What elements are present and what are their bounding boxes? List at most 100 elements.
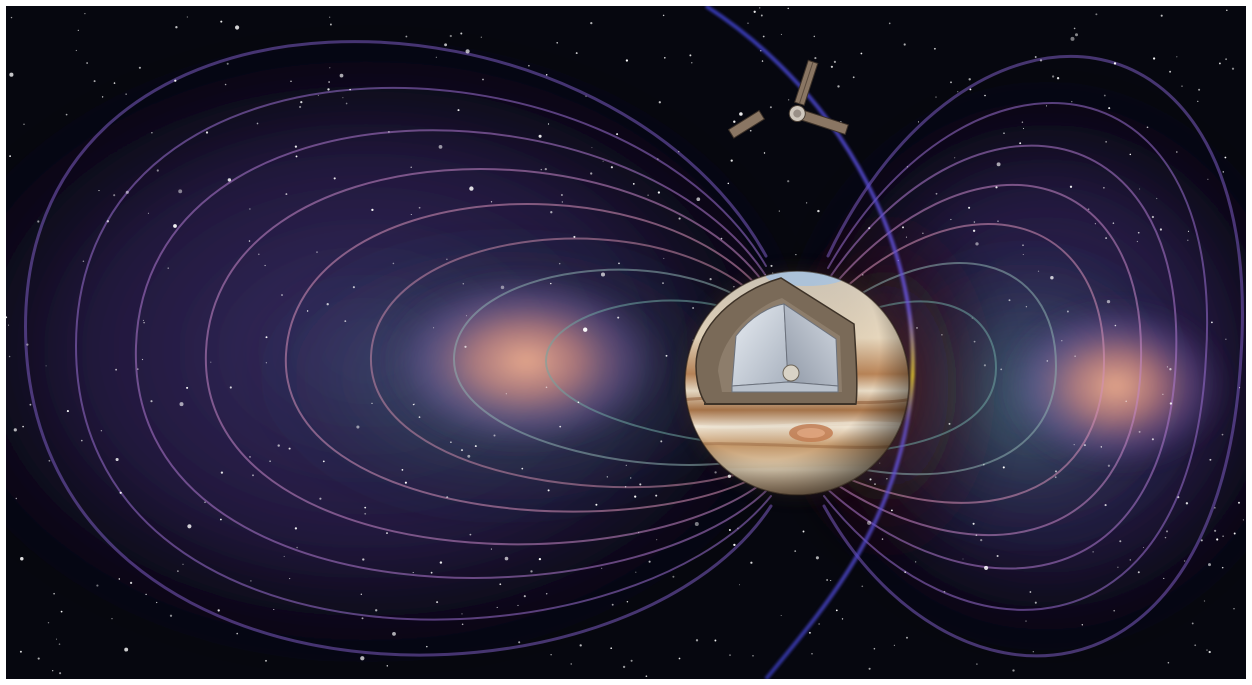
star [352,286,355,289]
star [1074,355,1076,357]
star [169,614,173,617]
star [982,463,985,466]
star [412,403,415,406]
star [1175,151,1178,153]
star [933,47,936,50]
star [9,72,14,77]
star [1083,444,1086,447]
star [66,410,69,413]
star [115,457,119,462]
star [113,194,116,197]
star [1054,470,1058,473]
star [504,556,509,561]
star [1073,443,1075,446]
star [996,162,1001,167]
star [1025,620,1027,622]
star [250,580,252,582]
star [611,603,614,606]
star [1222,535,1224,537]
star [556,41,559,44]
star [1113,609,1116,612]
star [1108,107,1111,110]
star [179,402,184,407]
star [464,345,467,348]
star [971,317,973,319]
star [1061,340,1063,342]
star [294,527,298,530]
star [695,639,699,642]
star [1164,536,1167,539]
star [976,663,978,665]
star [1239,387,1241,389]
star [602,160,604,162]
star [868,227,871,230]
spacecraft-orbit-icon [704,6,915,679]
star [283,555,285,557]
star [1242,519,1245,521]
star [1181,85,1183,87]
star [1019,142,1022,145]
star [1092,551,1094,553]
star [540,168,543,171]
star [329,23,332,26]
star [1206,649,1208,651]
star [410,166,412,168]
star [1050,275,1054,280]
star [1029,591,1032,593]
star [550,211,553,214]
star [1100,446,1103,448]
star [125,190,129,194]
star [438,145,443,149]
star [465,315,468,317]
star [404,481,407,484]
star [973,340,976,343]
star [984,565,989,570]
star [811,653,813,655]
star [1233,608,1235,610]
star [405,35,408,38]
star [435,56,437,58]
star [841,618,844,620]
star [182,563,184,565]
star [739,584,740,586]
star [886,478,888,480]
star [23,123,25,125]
star [1117,566,1119,568]
star [570,663,572,665]
star [7,324,10,326]
star [505,393,507,395]
star [760,14,763,17]
star [141,358,144,361]
star [1183,560,1186,562]
star [249,208,251,210]
star [119,491,122,494]
star [968,78,971,81]
star [881,538,884,540]
star [1002,466,1005,469]
star [1112,222,1115,224]
star [665,354,668,357]
star [762,35,765,38]
star [328,81,330,83]
star [13,428,17,432]
star [290,80,292,82]
star [1216,538,1219,541]
star [545,386,548,389]
star [662,14,665,17]
star [538,557,542,561]
star [975,242,979,246]
star [1146,126,1149,129]
star [760,50,762,52]
star [517,604,519,606]
star [457,109,460,112]
star [113,82,116,84]
star [1224,156,1227,159]
star [204,501,206,503]
star [129,581,133,585]
star [145,593,147,596]
star [151,132,153,134]
star [329,16,331,18]
star [983,364,986,367]
star [1054,476,1057,479]
star [943,590,946,593]
